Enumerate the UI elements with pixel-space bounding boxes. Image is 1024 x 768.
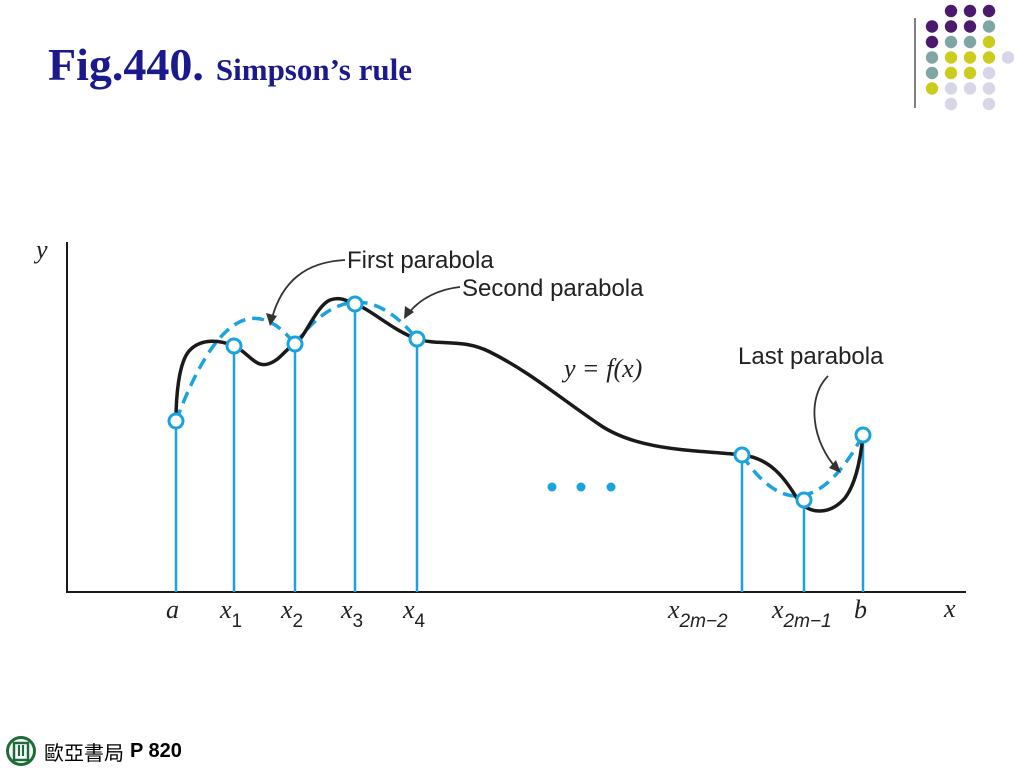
figure-number: Fig.440. xyxy=(48,39,204,90)
y-axis-label: y xyxy=(33,235,48,264)
footer: 歐亞書局 P 820 xyxy=(6,736,182,766)
tick-label-x3: x3 xyxy=(340,595,363,632)
node-x3 xyxy=(346,295,364,313)
last-parabola-arrow xyxy=(813,375,838,470)
decorative-dot xyxy=(944,20,958,33)
decorative-dot-grid xyxy=(914,4,1015,111)
decorative-dot xyxy=(982,51,996,64)
decorative-dot xyxy=(982,66,996,80)
node-x1 xyxy=(225,337,243,355)
decorative-dot xyxy=(925,66,939,80)
page-reference: P 820 xyxy=(130,739,182,762)
first-parabola-arc xyxy=(174,316,297,422)
second-parabola-arrowhead xyxy=(404,306,414,319)
publisher-name: 歐亞書局 xyxy=(44,740,124,765)
decorative-dot xyxy=(982,97,996,111)
tick-label-b: b xyxy=(854,595,867,624)
ordinate-lines xyxy=(174,304,865,592)
decorative-dot xyxy=(982,35,996,49)
parabola-arcs xyxy=(174,300,865,498)
function-label-f: f xyxy=(606,354,617,383)
tick-label-x4: x4 xyxy=(402,595,426,632)
decorative-dot xyxy=(925,20,939,33)
second-parabola-arrow xyxy=(407,286,461,315)
node-x2m-2 xyxy=(733,446,751,464)
first-parabola-label: First parabola xyxy=(347,247,494,274)
decorative-dot xyxy=(925,82,939,95)
last-parabola-label: Last parabola xyxy=(738,343,884,370)
decorative-dot xyxy=(963,20,977,33)
decorative-dot xyxy=(963,82,977,95)
figure-caption: Simpson’s rule xyxy=(215,52,412,87)
slide-title: Fig.440. Simpson’s rule xyxy=(48,38,412,91)
decorative-dot xyxy=(944,51,958,64)
tick-label-x2m-1: x2m−1 xyxy=(771,595,832,632)
node-a xyxy=(167,412,185,430)
tick-label-x1: x1 xyxy=(219,595,242,632)
decorative-dot xyxy=(963,35,977,49)
function-label-arg: (x) xyxy=(613,354,642,383)
function-label: y = f(x) xyxy=(561,354,642,383)
last-parabola-arrowhead xyxy=(829,460,841,473)
first-parabola-arrow xyxy=(271,259,346,319)
decorative-dots xyxy=(925,4,1015,111)
decorative-dot xyxy=(982,20,996,33)
decorative-dot xyxy=(925,51,939,64)
tick-label-a: a xyxy=(166,595,179,624)
tick-label-x2: x2 xyxy=(280,595,303,632)
last-parabola-arc xyxy=(740,434,865,498)
decorative-dot xyxy=(944,4,958,18)
function-label-equals: = xyxy=(584,354,599,383)
decorative-dot xyxy=(963,66,977,80)
tick-label-x2m-2: x2m−2 xyxy=(667,595,728,632)
x-axis-label: x xyxy=(943,594,956,623)
decorative-dot xyxy=(944,82,958,95)
decorative-dot xyxy=(982,82,996,95)
second-parabola-label: Second parabola xyxy=(462,275,644,302)
node-x2 xyxy=(286,335,304,353)
decorative-dot xyxy=(944,66,958,80)
node-points xyxy=(167,295,872,509)
decorative-dot xyxy=(963,51,977,64)
decorative-dot xyxy=(1001,51,1015,64)
ellipsis-dots xyxy=(547,482,616,492)
publisher-logo-icon xyxy=(6,736,36,766)
function-label-y: y xyxy=(561,354,576,383)
decorative-dot xyxy=(925,35,939,49)
decorative-dot xyxy=(944,97,958,111)
decorative-dot xyxy=(963,4,977,18)
decorative-dot xyxy=(944,35,958,49)
node-x2m-1 xyxy=(795,491,813,509)
node-x4 xyxy=(408,330,426,348)
node-b xyxy=(854,426,872,444)
first-parabola-arrowhead xyxy=(266,313,277,326)
decorative-dot xyxy=(982,4,996,18)
